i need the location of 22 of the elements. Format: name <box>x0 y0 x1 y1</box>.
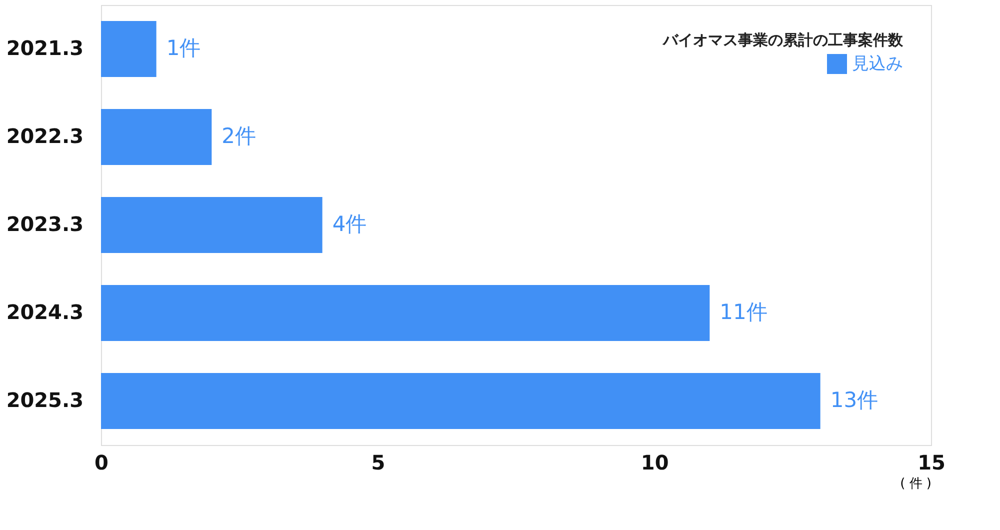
text: 1件 <box>166 36 201 60</box>
text: 13件 <box>830 388 878 412</box>
text: 2件 <box>222 124 256 148</box>
y-tick-label: 2023.3 <box>6 212 84 236</box>
bar <box>101 285 710 341</box>
x-tick-label: 15 <box>918 450 946 474</box>
bar <box>101 109 212 165</box>
y-tick-label: 2022.3 <box>6 124 84 148</box>
bar <box>101 197 322 253</box>
x-tick-label: 0 <box>94 450 108 474</box>
y-tick-label: 2021.3 <box>6 36 84 60</box>
y-tick-label: 2025.3 <box>6 388 84 412</box>
bar <box>101 373 820 429</box>
y-tick-label: 2024.3 <box>6 300 84 324</box>
text: 4件 <box>332 212 367 236</box>
legend-title: バイオマス事業の累計の工事案件数 <box>662 31 904 49</box>
text: 11件 <box>720 300 768 324</box>
x-tick-label: 10 <box>640 450 669 474</box>
legend-label: 見込み <box>852 54 903 74</box>
x-axis-title: ( 件 ) <box>900 476 932 492</box>
x-tick-label: 5 <box>371 450 386 474</box>
bar <box>101 21 156 77</box>
